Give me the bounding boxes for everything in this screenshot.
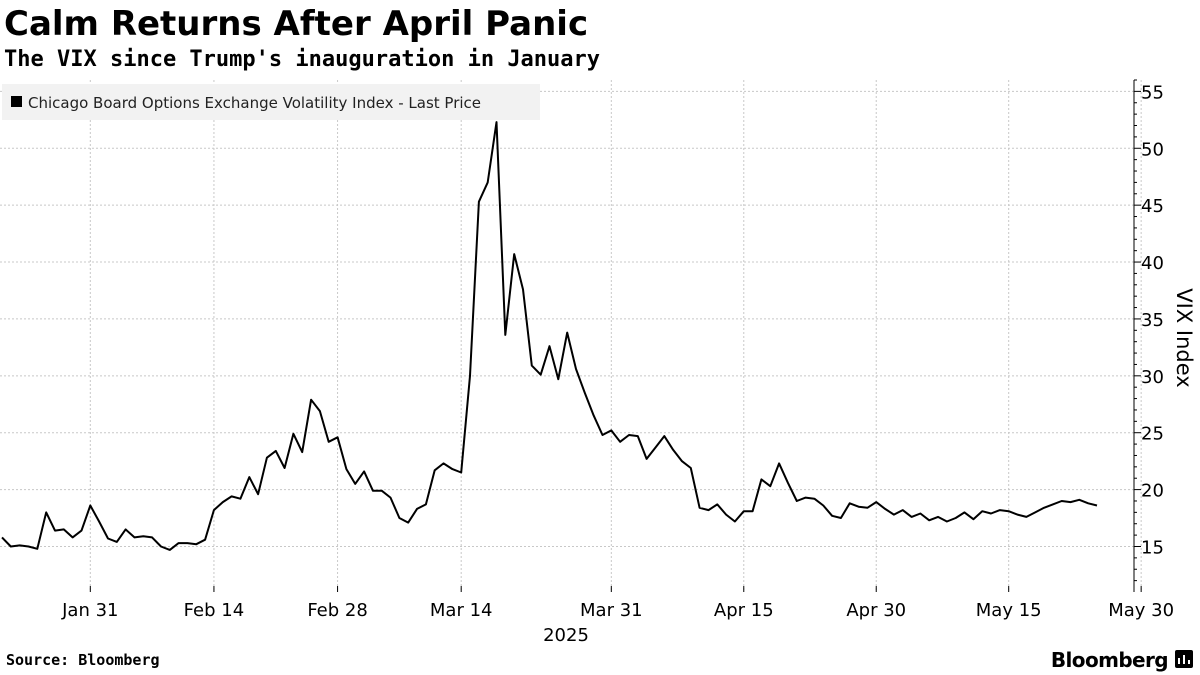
x-tick-label: Jan 31 — [61, 600, 118, 621]
x-tick-label: Feb 14 — [184, 600, 245, 621]
legend: Chicago Board Options Exchange Volatilit… — [2, 84, 540, 120]
x-axis-year-label: 2025 — [543, 625, 589, 646]
x-tick-label: May 15 — [976, 600, 1042, 621]
source-note: Source: Bloomberg — [6, 651, 160, 669]
chart-title: Calm Returns After April Panic — [4, 4, 589, 44]
x-tick-label: Mar 31 — [580, 600, 643, 621]
y-tick-label: 40 — [1141, 253, 1164, 274]
y-tick-label: 55 — [1141, 82, 1164, 103]
gridlines — [0, 80, 1142, 592]
y-tick-label: 30 — [1141, 367, 1164, 388]
series — [1, 121, 1098, 551]
x-tick-label: Apr 30 — [846, 600, 906, 621]
legend-swatch — [11, 96, 22, 107]
y-tick-label: 45 — [1141, 196, 1164, 217]
y-tick-label: 20 — [1141, 481, 1164, 502]
x-tick-label: Apr 15 — [714, 600, 774, 621]
x-tick-label: Feb 28 — [307, 600, 368, 621]
legend-background — [2, 84, 540, 120]
x-tick-label: May 30 — [1108, 600, 1174, 621]
legend-label: Chicago Board Options Exchange Volatilit… — [28, 94, 481, 112]
brand-logo-text: Bloomberg — [1050, 648, 1169, 672]
y-axis-label: VIX Index — [1172, 288, 1196, 387]
y-tick-label: 25 — [1141, 424, 1164, 445]
x-tick-label: Mar 14 — [430, 600, 493, 621]
y-tick-label: 50 — [1141, 139, 1164, 160]
y-tick-label: 15 — [1141, 537, 1164, 558]
chart-subtitle: The VIX since Trump's inauguration in Ja… — [4, 47, 601, 72]
bloomberg-logo-icon — [1175, 650, 1193, 668]
y-tick-label: 35 — [1141, 310, 1164, 331]
axes: 15 20 25 30 35 40 45 50 55 Jan 31 Feb 14 Feb 28 Mar … — [61, 79, 1174, 621]
vix-series-line — [1, 121, 1098, 551]
